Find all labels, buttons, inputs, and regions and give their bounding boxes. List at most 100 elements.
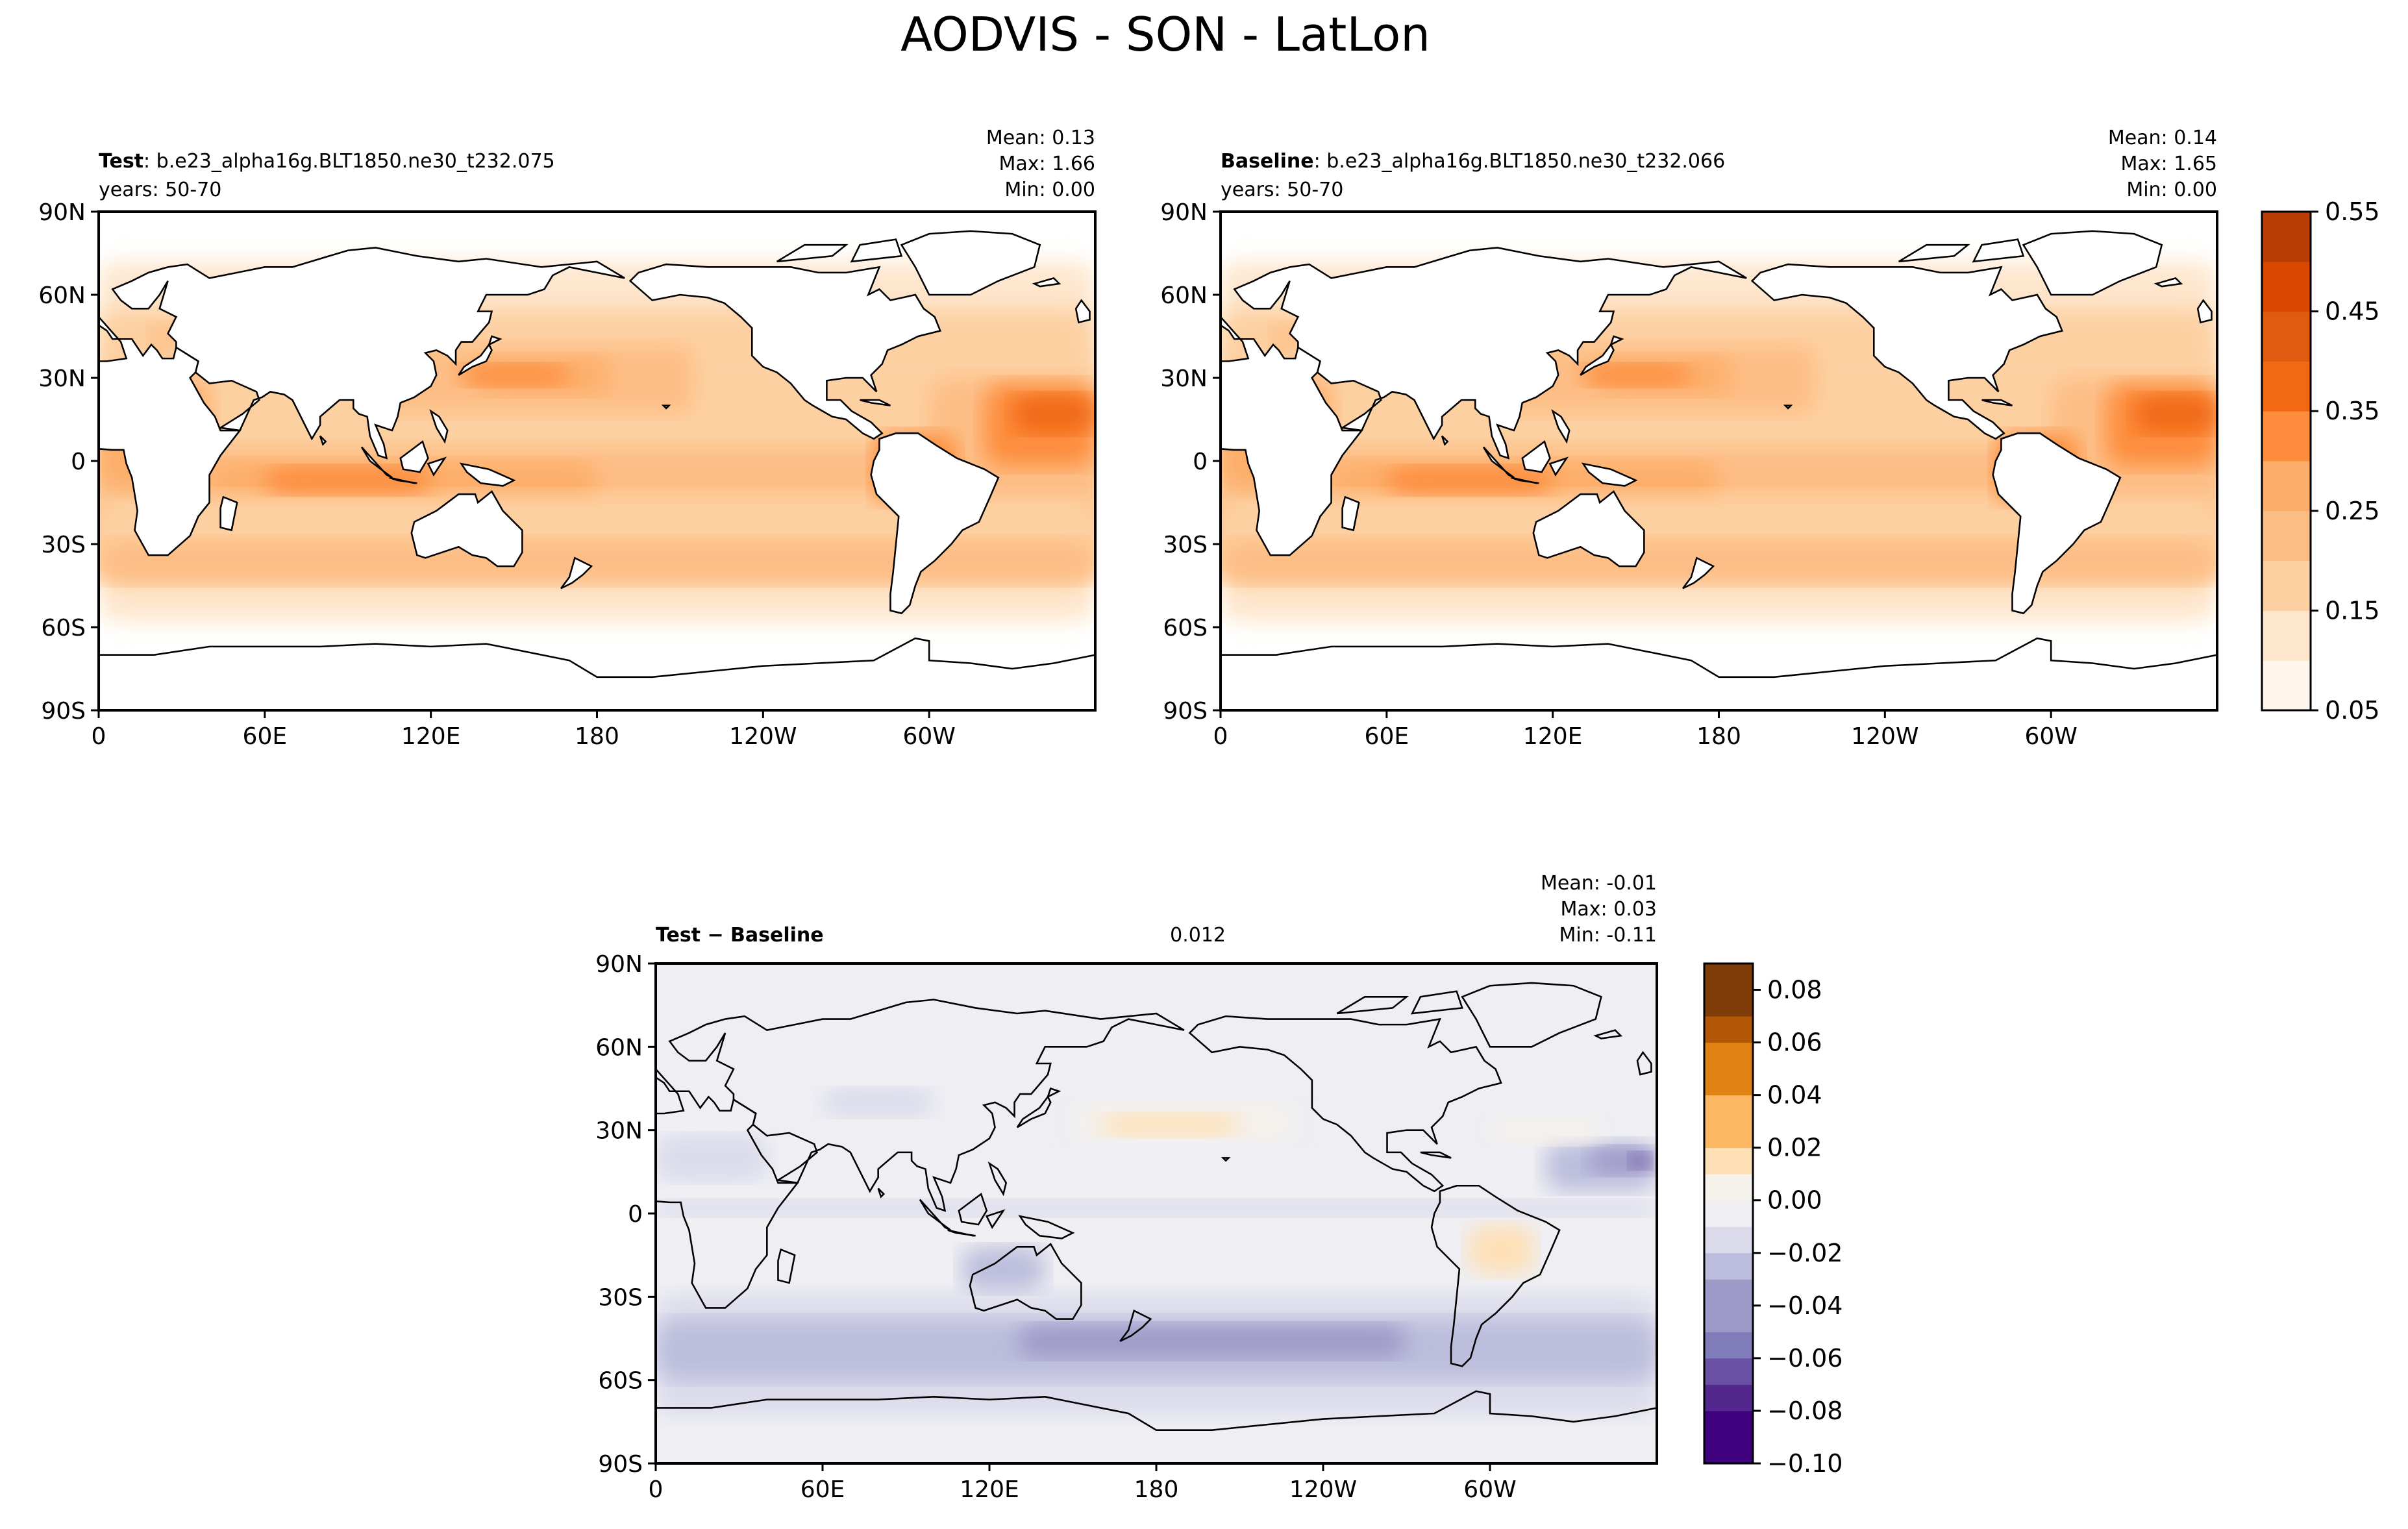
y-tick-label: 90N bbox=[595, 951, 643, 978]
colorbar-diff-label: −0.08 bbox=[1767, 1397, 1843, 1425]
colorbar-aod-label: 0.35 bbox=[2325, 397, 2380, 425]
x-tick-label: 60E bbox=[1365, 723, 1409, 750]
x-tick-label: 120W bbox=[1851, 723, 1918, 750]
colorbar-aod-cell bbox=[2262, 361, 2311, 412]
colorbar-diff-cell bbox=[1704, 1252, 1753, 1280]
y-tick-label: 0 bbox=[1193, 449, 1208, 475]
diff-band bbox=[1467, 1224, 1535, 1275]
colorbar-diff-label: −0.06 bbox=[1767, 1344, 1843, 1373]
y-tick-label: 60N bbox=[38, 282, 86, 309]
colorbar-diff-cell bbox=[1704, 1121, 1753, 1149]
colorbar-diff-cell bbox=[1704, 1305, 1753, 1332]
panel-diff-label: Test − Baseline bbox=[656, 924, 824, 947]
panel-baseline-mean: Mean: 0.14 bbox=[2108, 127, 2217, 149]
panel-test-label-bold: Test bbox=[99, 150, 143, 173]
y-tick-label: 0 bbox=[71, 449, 86, 475]
colorbar-aod-cell bbox=[2262, 212, 2311, 262]
x-tick-label: 120E bbox=[960, 1476, 1019, 1503]
colorbar-aod-cell bbox=[2262, 311, 2311, 362]
panel-test-years: years: 50-70 bbox=[99, 179, 221, 201]
panel-test-max: Max: 1.66 bbox=[999, 153, 1095, 175]
panel-diff-rmse: 0.012 bbox=[1170, 924, 1226, 947]
panel-test-min: Min: 0.00 bbox=[1004, 179, 1095, 201]
panel-baseline-max: Max: 1.65 bbox=[2121, 153, 2217, 175]
diff-field bbox=[656, 963, 1657, 1463]
diff-band bbox=[823, 1088, 934, 1117]
colorbar-diff-cell bbox=[1704, 1095, 1753, 1122]
colorbar-diff-label: 0.06 bbox=[1767, 1028, 1822, 1057]
colorbar-aod-label: 0.55 bbox=[2325, 197, 2380, 226]
aod-band bbox=[1386, 466, 1553, 495]
x-tick-label: 120E bbox=[1523, 723, 1582, 750]
colorbar-diff-cell bbox=[1704, 963, 1753, 991]
x-tick-label: 60W bbox=[2024, 723, 2077, 750]
panel-test-mean: Mean: 0.13 bbox=[986, 127, 1095, 149]
panel-baseline-min: Min: 0.00 bbox=[2126, 179, 2217, 201]
axes-difference: 0 60E 120E 180 120W 60W 90N 60N 30N 0 30S 60S 90S bbox=[595, 951, 1516, 1503]
colorbar-diff-label: 0.02 bbox=[1767, 1134, 1822, 1162]
x-tick-label: 120W bbox=[729, 723, 797, 750]
panel-test-label: Test: b.e23_alpha16g.BLT1850.ne30_t232.0… bbox=[99, 150, 555, 173]
colorbar-diff-frame bbox=[1703, 962, 1754, 1465]
colorbar-diff-cell bbox=[1704, 1226, 1753, 1254]
panel-difference: Test − Baseline 0.012 Mean: -0.01 Max: 0… bbox=[595, 872, 1658, 1503]
panel-baseline: Baseline: b.e23_alpha16g.BLT1850.ne30_t2… bbox=[1160, 127, 2218, 750]
colorbar-aod-cell bbox=[2262, 461, 2311, 512]
colorbar-aod-label: 0.15 bbox=[2325, 596, 2380, 625]
colorbar-diff-cell bbox=[1704, 1410, 1753, 1437]
colorbar-aod: 0.05 0.15 0.25 0.35 0.45 0.55 bbox=[2261, 197, 2380, 725]
colorbar-aod-cell bbox=[2262, 261, 2311, 312]
colorbar-diff-cell bbox=[1704, 1384, 1753, 1411]
colorbar-aod-cell bbox=[2262, 660, 2311, 711]
colorbar-aod-label: 0.45 bbox=[2325, 297, 2380, 326]
y-tick-label: 90N bbox=[38, 199, 86, 226]
colorbar-diff-cell bbox=[1704, 1279, 1753, 1306]
colorbar-diff-label: 0.04 bbox=[1767, 1081, 1822, 1110]
panel-diff-mean: Mean: -0.01 bbox=[1541, 872, 1657, 895]
x-tick-label: 0 bbox=[649, 1476, 664, 1503]
diff-band bbox=[1629, 1152, 1652, 1169]
y-tick-label: 30N bbox=[1160, 366, 1208, 392]
x-tick-label: 60W bbox=[1463, 1476, 1516, 1503]
aod-band bbox=[1221, 538, 2217, 583]
y-tick-label: 90S bbox=[598, 1451, 643, 1478]
panel-diff-min: Min: -0.11 bbox=[1559, 924, 1657, 947]
colorbar-diff-cell bbox=[1704, 1437, 1753, 1464]
panel-diff-max: Max: 0.03 bbox=[1561, 898, 1657, 921]
colorbar-diff-label: −0.02 bbox=[1767, 1239, 1843, 1267]
map-test bbox=[99, 212, 1095, 710]
colorbar-aod-cell bbox=[2262, 510, 2311, 562]
y-tick-label: 60S bbox=[598, 1368, 643, 1395]
x-tick-label: 0 bbox=[1213, 723, 1228, 750]
figure-title: AODVIS - SON - LatLon bbox=[900, 7, 1430, 62]
x-tick-label: 180 bbox=[1134, 1476, 1179, 1503]
y-tick-label: 60S bbox=[1163, 615, 1208, 641]
x-tick-label: 0 bbox=[92, 723, 106, 750]
colorbar-aod-cell bbox=[2262, 411, 2311, 462]
y-tick-label: 90N bbox=[1160, 199, 1208, 226]
x-tick-label: 60E bbox=[243, 723, 288, 750]
map-difference bbox=[656, 963, 1657, 1463]
colorbar-diff-cell bbox=[1704, 1016, 1753, 1043]
colorbar-diff-cell bbox=[1704, 1147, 1753, 1175]
colorbar-diff-label: 0.08 bbox=[1767, 976, 1822, 1004]
panel-baseline-label-bold: Baseline bbox=[1221, 150, 1314, 173]
y-tick-label: 90S bbox=[1163, 698, 1208, 725]
diff-band bbox=[656, 1199, 1657, 1217]
x-tick-label: 120W bbox=[1289, 1476, 1357, 1503]
diff-band bbox=[656, 1136, 767, 1180]
colorbar-diff-cell bbox=[1704, 1358, 1753, 1385]
aod-band bbox=[2134, 394, 2217, 434]
diff-band bbox=[962, 1247, 1045, 1291]
colorbar-diff-label: −0.04 bbox=[1767, 1291, 1843, 1320]
x-tick-label: 120E bbox=[401, 723, 460, 750]
colorbar-diff-cell bbox=[1704, 1174, 1753, 1201]
aod-band bbox=[458, 364, 569, 386]
y-tick-label: 30S bbox=[1163, 532, 1208, 558]
x-tick-label: 180 bbox=[1696, 723, 1741, 750]
colorbar-aod-frame bbox=[2261, 210, 2312, 712]
aod-band bbox=[1580, 364, 1691, 386]
colorbar-diff-cell bbox=[1704, 1042, 1753, 1069]
y-tick-label: 30S bbox=[598, 1284, 643, 1311]
